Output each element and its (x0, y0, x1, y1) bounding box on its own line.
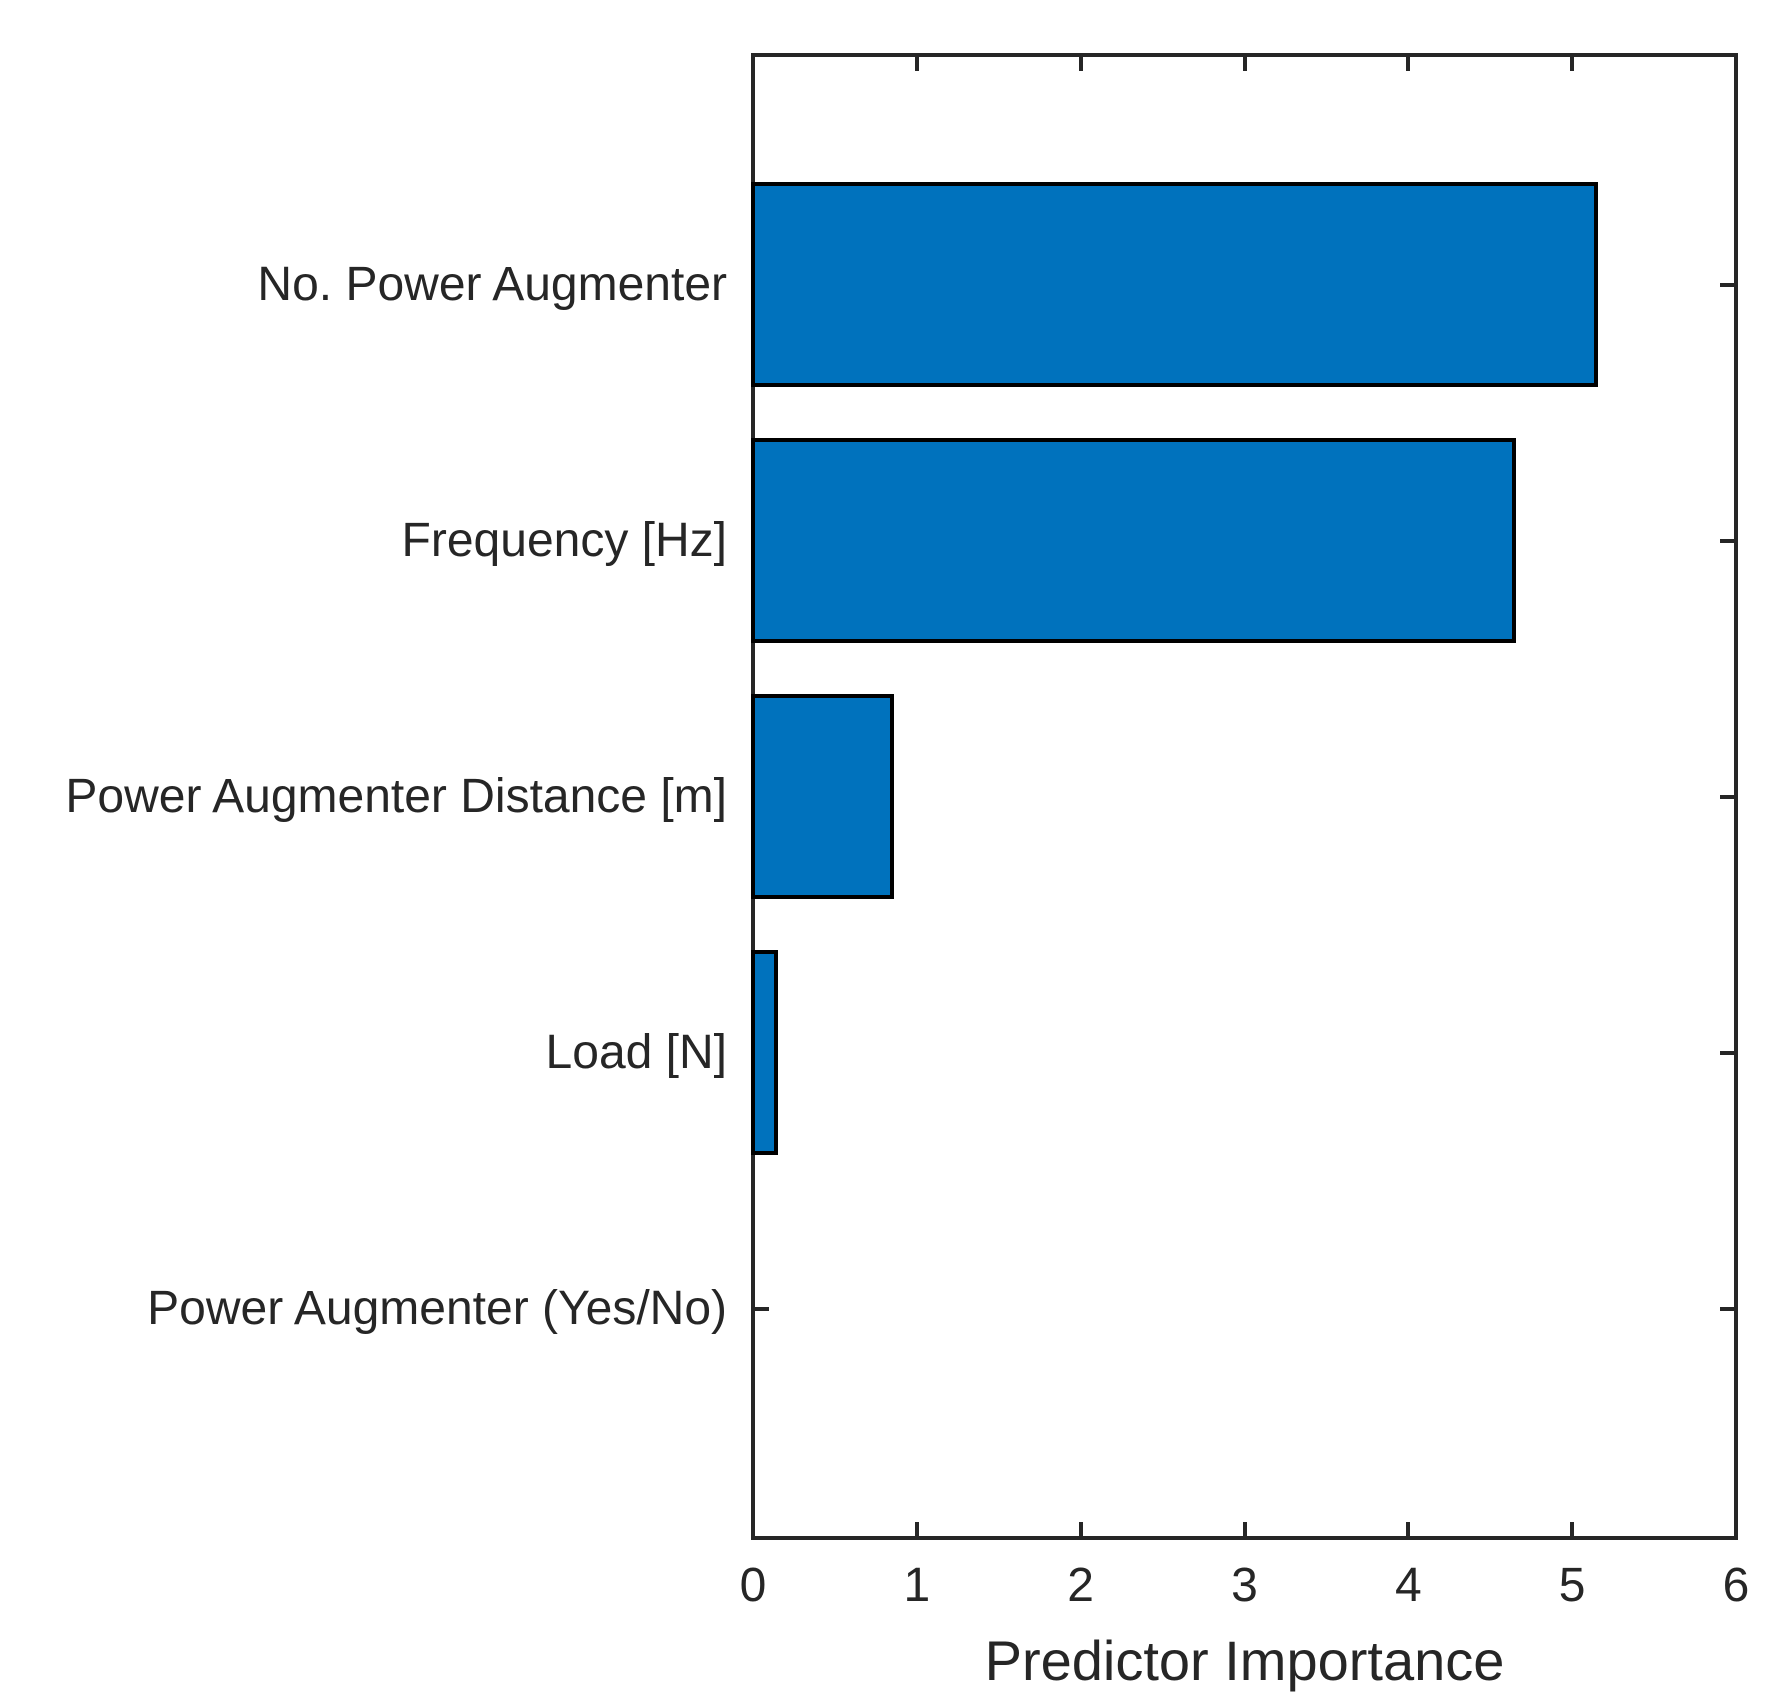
x-tick-top (1242, 55, 1247, 71)
x-tick-label: 5 (1558, 1559, 1586, 1612)
bar (751, 694, 894, 899)
x-tick-label: 4 (1394, 1559, 1422, 1612)
x-tick-top (1570, 55, 1575, 71)
y-tick-right (1720, 282, 1736, 287)
x-tick-top (1734, 55, 1738, 71)
x-tick-label: 0 (739, 1559, 767, 1612)
x-tick-label: 3 (1231, 1559, 1258, 1612)
x-tick-label: 1 (903, 1559, 931, 1612)
category-label: No. Power Augmenter (257, 257, 727, 311)
category-label: Frequency [Hz] (401, 513, 727, 567)
x-tick (1406, 1522, 1411, 1538)
category-label: Power Augmenter (Yes/No) (147, 1281, 727, 1335)
y-tick (753, 1306, 769, 1311)
category-label: Load [N] (545, 1025, 727, 1079)
x-tick (914, 1522, 919, 1538)
category-label: Power Augmenter Distance [m] (65, 769, 727, 823)
x-tick-label: 6 (1722, 1559, 1750, 1612)
y-tick-right (1720, 794, 1736, 799)
x-tick-top (1406, 55, 1411, 71)
y-tick-right (1720, 538, 1736, 543)
x-tick (1078, 1522, 1083, 1538)
x-tick-top (914, 55, 919, 71)
bar (751, 438, 1517, 643)
bar (751, 950, 778, 1155)
y-tick-right (1720, 1050, 1736, 1055)
x-tick-label: 2 (1067, 1559, 1095, 1612)
x-tick (1242, 1522, 1247, 1538)
x-tick (751, 1522, 755, 1538)
x-tick-top (751, 55, 755, 71)
x-tick (1734, 1522, 1738, 1538)
bar (751, 182, 1599, 387)
x-tick-top (1078, 55, 1083, 71)
x-axis-title: Predictor Importance (984, 1629, 1505, 1692)
y-tick-right (1720, 1306, 1736, 1311)
x-tick (1570, 1522, 1575, 1538)
